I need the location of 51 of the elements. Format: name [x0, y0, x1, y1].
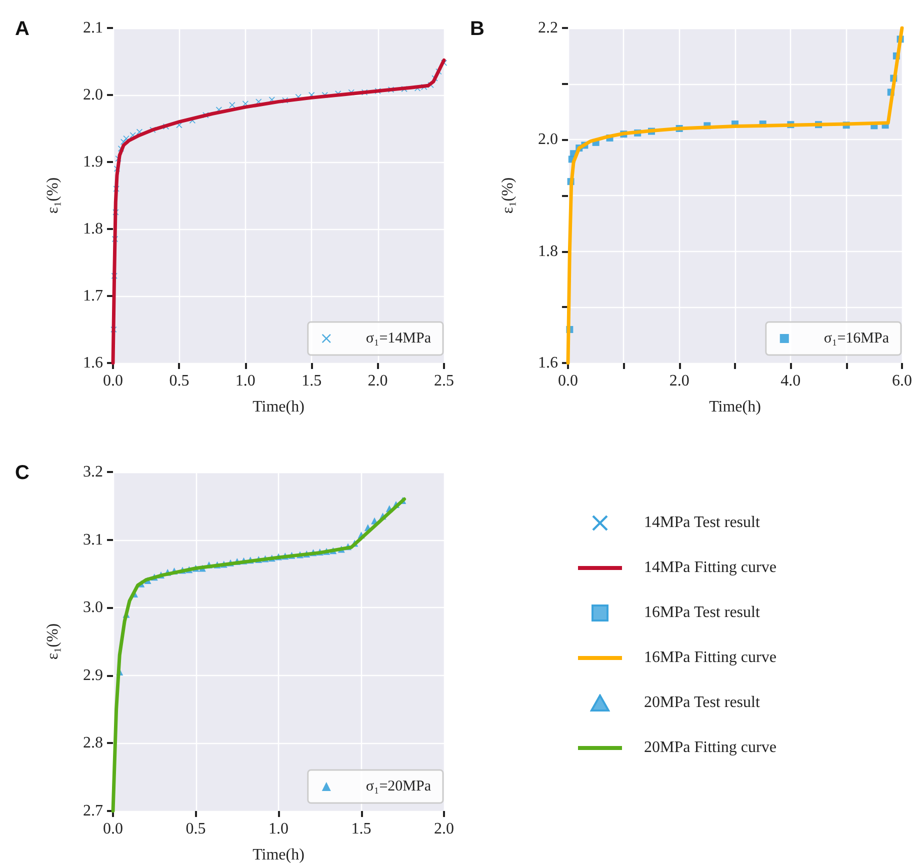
x-tick-label: 2.0 — [434, 820, 454, 838]
chart-title: C — [15, 462, 30, 484]
y-tick-label: 1.6 — [538, 354, 558, 372]
y-tick-label: 1.8 — [83, 220, 103, 238]
x-tick-label: 6.0 — [892, 372, 912, 390]
x-tick-label: 2.5 — [434, 372, 454, 390]
text: 16MPa Fitting curve — [644, 648, 776, 666]
y-tick-label: 1.6 — [83, 354, 103, 372]
legend-label: σ₁=16MPa — [824, 330, 890, 346]
text: 20MPa Test result — [644, 694, 760, 712]
x-tick-label: 0.5 — [186, 820, 206, 838]
y-tick-label: 1.9 — [83, 154, 103, 170]
legend-label: σ₁=14MPa — [366, 330, 432, 346]
x-axis-title: Time(h) — [709, 398, 761, 416]
y-tick-label: 3.2 — [83, 464, 103, 480]
chart-title: B — [470, 18, 484, 40]
x-axis-title: Time(h) — [252, 846, 304, 864]
text: 14MPa Test result — [644, 514, 760, 532]
y-tick-label: 2.1 — [83, 20, 103, 36]
y-tick-label: 2.7 — [83, 802, 103, 820]
x-tick-label: 1.5 — [351, 820, 372, 838]
x-tick-label: 1.0 — [235, 372, 256, 390]
y-axis-title: ε₁(%) — [44, 177, 62, 214]
text: 20MPa Fitting curve — [644, 738, 776, 756]
line-series — [566, 26, 904, 365]
chart-title: A — [15, 18, 30, 40]
x-tick-label: 4.0 — [780, 372, 801, 390]
y-tick-label: 3.0 — [83, 599, 103, 616]
y-tick-label: 2.2 — [538, 20, 558, 36]
y-tick-label: 1.8 — [538, 242, 558, 260]
y-tick-label: 3.1 — [83, 531, 103, 548]
y-tick-label: 2.0 — [83, 86, 103, 104]
x-tick-label: 0.0 — [103, 372, 123, 390]
x-tick-label: 1.5 — [302, 372, 322, 390]
x-tick-label: 1.0 — [268, 820, 288, 838]
x-axis-title: Time(h) — [252, 398, 304, 416]
x-tick-label: 2.0 — [368, 372, 388, 390]
line-series — [111, 58, 446, 365]
text: 14MPa Fitting curve — [644, 558, 776, 576]
x-tick-label: 2.0 — [669, 372, 690, 390]
y-tick-label: 2.8 — [83, 734, 103, 752]
text: 16MPa Test result — [644, 604, 760, 622]
y-tick-label: 1.7 — [83, 288, 103, 304]
y-tick-label: 2.9 — [83, 666, 103, 684]
y-tick-label: 2.0 — [538, 131, 558, 148]
x-tick-label: 0.0 — [103, 820, 123, 838]
y-axis-title: ε₁(%) — [44, 623, 62, 660]
legend-label: σ₁=20MPa — [366, 778, 432, 794]
x-tick-label: 0.0 — [558, 372, 578, 390]
x-tick-label: 0.5 — [169, 372, 190, 390]
y-axis-title: ε₁(%) — [500, 177, 516, 214]
